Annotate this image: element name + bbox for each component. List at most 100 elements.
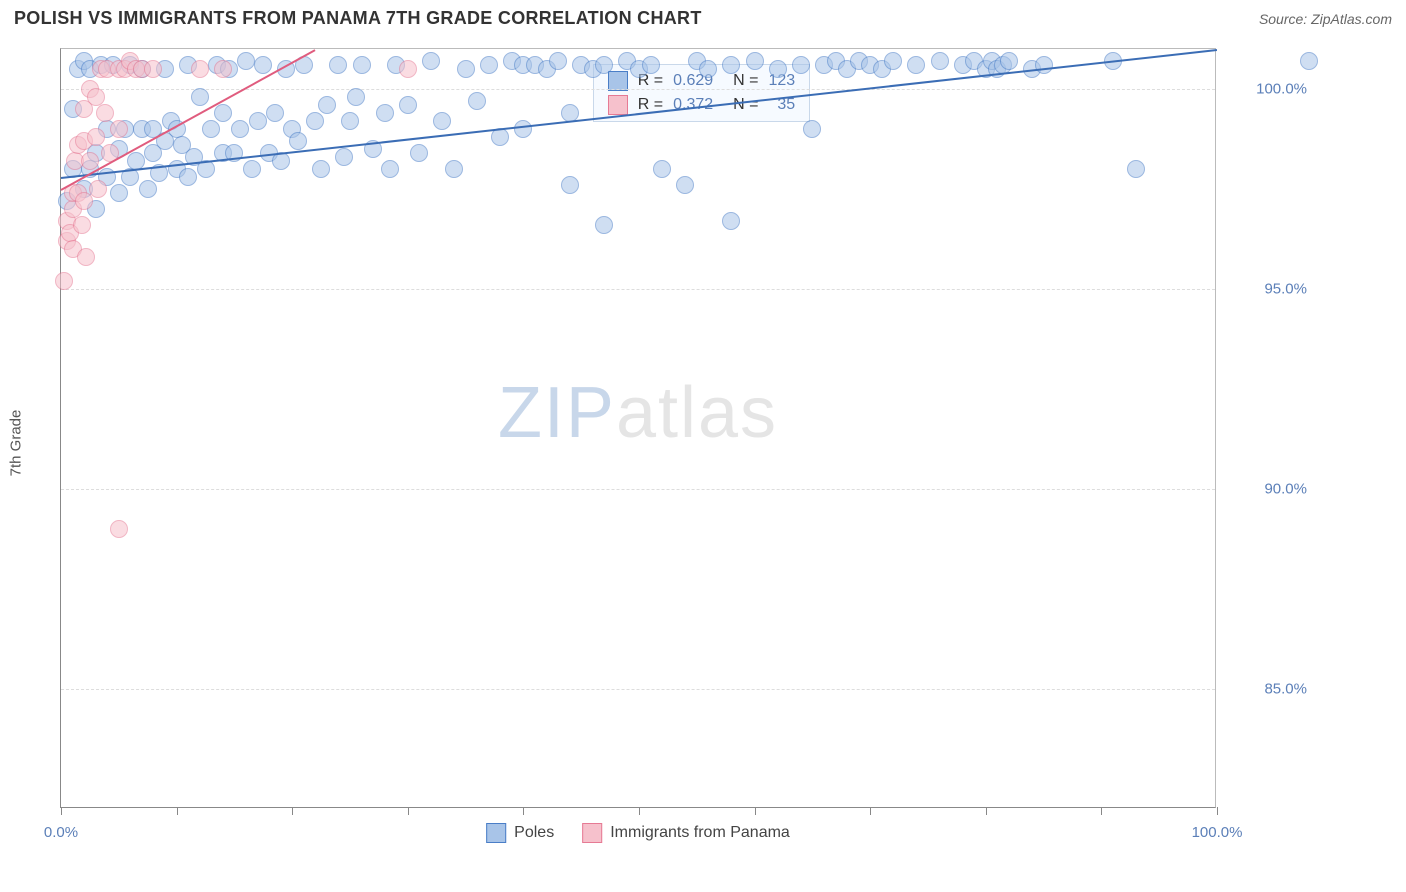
series-legend-label: Immigrants from Panama — [610, 824, 790, 842]
data-point-poles — [445, 160, 463, 178]
data-point-poles — [202, 120, 220, 138]
data-point-poles — [907, 56, 925, 74]
data-point-panama — [144, 60, 162, 78]
data-point-poles — [561, 176, 579, 194]
legend-swatch-icon — [486, 823, 506, 843]
data-point-poles — [642, 56, 660, 74]
data-point-poles — [312, 160, 330, 178]
data-point-poles — [306, 112, 324, 130]
data-point-poles — [480, 56, 498, 74]
data-point-poles — [722, 56, 740, 74]
data-point-poles — [676, 176, 694, 194]
data-point-poles — [289, 132, 307, 150]
series-legend: Poles Immigrants from Panama — [486, 823, 790, 843]
x-tick — [523, 807, 524, 815]
data-point-poles — [410, 144, 428, 162]
data-point-poles — [237, 52, 255, 70]
x-tick — [1101, 807, 1102, 815]
data-point-poles — [266, 104, 284, 122]
data-point-poles — [792, 56, 810, 74]
gridline — [61, 689, 1215, 690]
series-legend-item: Poles — [486, 823, 554, 843]
data-point-panama — [214, 60, 232, 78]
data-point-panama — [191, 60, 209, 78]
data-point-poles — [699, 60, 717, 78]
x-tick-label: 0.0% — [44, 824, 78, 841]
data-point-panama — [73, 216, 91, 234]
data-point-poles — [214, 104, 232, 122]
data-point-poles — [595, 56, 613, 74]
series-legend-item: Immigrants from Panama — [582, 823, 790, 843]
data-point-poles — [231, 120, 249, 138]
gridline — [61, 489, 1215, 490]
y-tick-label: 100.0% — [1227, 81, 1307, 98]
y-axis-label: 7th Grade — [8, 410, 25, 477]
x-tick — [1217, 807, 1218, 815]
legend-swatch-icon — [608, 95, 628, 115]
x-tick — [639, 807, 640, 815]
data-point-poles — [433, 112, 451, 130]
data-point-poles — [722, 212, 740, 230]
data-point-panama — [81, 152, 99, 170]
data-point-poles — [341, 112, 359, 130]
data-point-panama — [96, 104, 114, 122]
data-point-poles — [376, 104, 394, 122]
gridline — [61, 89, 1215, 90]
y-tick-label: 95.0% — [1227, 281, 1307, 298]
data-point-panama — [110, 120, 128, 138]
y-tick-label: 90.0% — [1227, 481, 1307, 498]
data-point-poles — [468, 92, 486, 110]
x-tick-label: 100.0% — [1192, 824, 1243, 841]
data-point-poles — [347, 88, 365, 106]
chart-title: POLISH VS IMMIGRANTS FROM PANAMA 7TH GRA… — [14, 8, 702, 29]
gridline — [61, 289, 1215, 290]
data-point-panama — [89, 180, 107, 198]
data-point-poles — [803, 120, 821, 138]
data-point-poles — [318, 96, 336, 114]
data-point-poles — [884, 52, 902, 70]
data-point-poles — [1127, 160, 1145, 178]
chart-header: POLISH VS IMMIGRANTS FROM PANAMA 7TH GRA… — [0, 0, 1406, 37]
data-point-poles — [549, 52, 567, 70]
data-point-poles — [746, 52, 764, 70]
data-point-poles — [422, 52, 440, 70]
data-point-poles — [595, 216, 613, 234]
x-tick — [177, 807, 178, 815]
data-point-poles — [335, 148, 353, 166]
x-tick — [408, 807, 409, 815]
data-point-poles — [329, 56, 347, 74]
data-point-poles — [769, 60, 787, 78]
data-point-poles — [191, 88, 209, 106]
data-point-poles — [139, 180, 157, 198]
legend-n-label: N = — [733, 72, 758, 90]
data-point-poles — [381, 160, 399, 178]
data-point-poles — [399, 96, 417, 114]
data-point-poles — [653, 160, 671, 178]
series-legend-label: Poles — [514, 824, 554, 842]
data-point-panama — [110, 520, 128, 538]
scatter-plot: ZIPatlas R =0.629N =123R =0.372N = 35 Po… — [60, 48, 1216, 808]
data-point-poles — [179, 168, 197, 186]
data-point-poles — [110, 184, 128, 202]
data-point-poles — [1000, 52, 1018, 70]
x-tick — [986, 807, 987, 815]
x-tick — [870, 807, 871, 815]
data-point-panama — [77, 248, 95, 266]
data-point-poles — [353, 56, 371, 74]
watermark: ZIPatlas — [498, 372, 778, 454]
source-credit: Source: ZipAtlas.com — [1259, 11, 1392, 27]
data-point-poles — [249, 112, 267, 130]
data-point-poles — [243, 160, 261, 178]
data-point-poles — [931, 52, 949, 70]
data-point-panama — [87, 128, 105, 146]
data-point-panama — [55, 272, 73, 290]
data-point-poles — [1300, 52, 1318, 70]
data-point-poles — [457, 60, 475, 78]
data-point-panama — [399, 60, 417, 78]
data-point-poles — [514, 120, 532, 138]
data-point-poles — [1035, 56, 1053, 74]
x-tick — [755, 807, 756, 815]
x-tick — [61, 807, 62, 815]
legend-swatch-icon — [582, 823, 602, 843]
legend-n-label: N = — [733, 96, 758, 114]
